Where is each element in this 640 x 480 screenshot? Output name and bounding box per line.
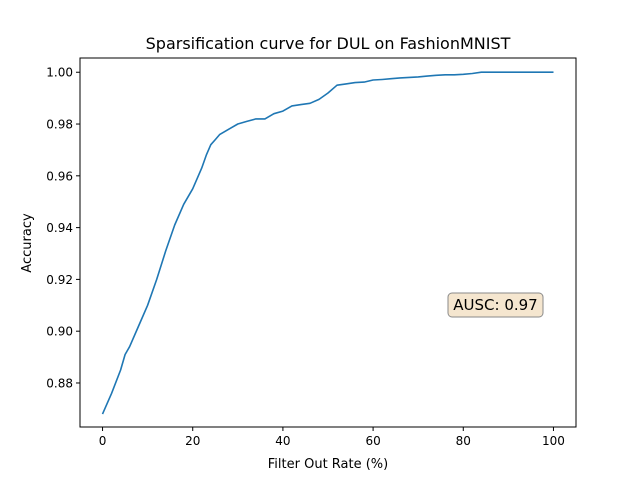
chart-title: Sparsification curve for DUL on FashionM… xyxy=(146,34,511,53)
y-tick-label: 0.90 xyxy=(46,325,73,339)
y-axis-label: Accuracy xyxy=(20,213,35,273)
x-tick-label: 100 xyxy=(542,434,565,448)
y-tick-label: 0.92 xyxy=(46,273,73,287)
annotation-text: AUSC: 0.97 xyxy=(453,296,537,314)
annotation-box xyxy=(447,292,544,318)
y-tick-label: 0.98 xyxy=(46,118,73,132)
y-axis-ticks: 0.88 0.90 0.92 0.94 0.96 0.98 1.00 xyxy=(46,66,80,390)
plot-area xyxy=(101,71,554,415)
x-axis-ticks: 0 20 40 60 80 100 xyxy=(99,427,565,448)
x-tick-label: 40 xyxy=(275,434,290,448)
x-tick-label: 60 xyxy=(365,434,380,448)
series-line xyxy=(101,71,554,415)
x-tick-label: 0 xyxy=(99,434,107,448)
x-tick-label: 20 xyxy=(185,434,200,448)
x-axis-label: Filter Out Rate (%) xyxy=(268,457,388,472)
y-tick-label: 0.88 xyxy=(46,376,73,390)
y-tick-label: 1.00 xyxy=(46,66,73,80)
x-tick-label: 80 xyxy=(456,434,471,448)
plot-frame xyxy=(79,57,577,428)
ausc-annotation: AUSC: 0.97 xyxy=(447,292,544,318)
y-tick-label: 0.96 xyxy=(46,169,73,183)
y-tick-label: 0.94 xyxy=(46,221,73,235)
